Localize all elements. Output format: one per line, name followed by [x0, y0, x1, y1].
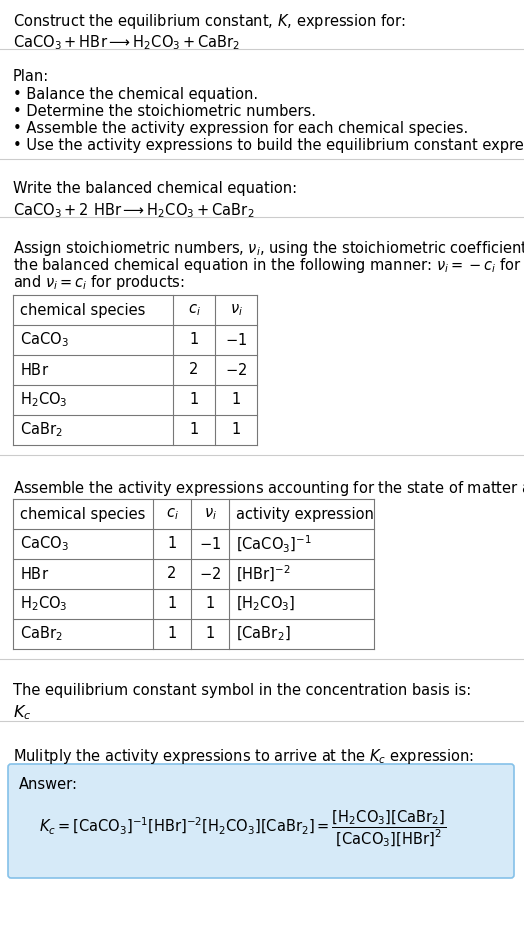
Text: $\nu_i$: $\nu_i$ [230, 302, 243, 318]
Text: 1: 1 [205, 596, 215, 611]
Text: $\mathrm{CaCO_3}$: $\mathrm{CaCO_3}$ [20, 331, 69, 349]
Text: $K_c = [\mathrm{CaCO_3}]^{-1}[\mathrm{HBr}]^{-2}[\mathrm{H_2CO_3}][\mathrm{CaBr_: $K_c = [\mathrm{CaCO_3}]^{-1}[\mathrm{HB… [39, 808, 446, 849]
Text: 2: 2 [189, 362, 199, 378]
Text: $-1$: $-1$ [225, 332, 247, 348]
Text: • Balance the chemical equation.: • Balance the chemical equation. [13, 87, 258, 102]
Text: 1: 1 [167, 596, 177, 611]
Text: Construct the equilibrium constant, $K$, expression for:: Construct the equilibrium constant, $K$,… [13, 12, 406, 31]
Text: $\mathrm{CaCO_3 + HBr \longrightarrow H_2CO_3 + CaBr_2}$: $\mathrm{CaCO_3 + HBr \longrightarrow H_… [13, 33, 241, 51]
Text: 1: 1 [189, 422, 199, 437]
Text: Mulitply the activity expressions to arrive at the $K_c$ expression:: Mulitply the activity expressions to arr… [13, 747, 474, 766]
Text: The equilibrium constant symbol in the concentration basis is:: The equilibrium constant symbol in the c… [13, 683, 471, 698]
Text: • Determine the stoichiometric numbers.: • Determine the stoichiometric numbers. [13, 104, 316, 119]
Text: 1: 1 [189, 333, 199, 347]
Text: $\mathrm{CaCO_3 + 2\ HBr \longrightarrow H_2CO_3 + CaBr_2}$: $\mathrm{CaCO_3 + 2\ HBr \longrightarrow… [13, 201, 255, 220]
Text: $[\mathrm{H_2CO_3}]$: $[\mathrm{H_2CO_3}]$ [236, 594, 295, 613]
Text: $c_i$: $c_i$ [188, 302, 200, 318]
Text: 2: 2 [167, 567, 177, 581]
Text: 1: 1 [189, 393, 199, 407]
Text: $-2$: $-2$ [199, 566, 221, 582]
Text: Assemble the activity expressions accounting for the state of matter and $\nu_i$: Assemble the activity expressions accoun… [13, 479, 524, 498]
Text: $-1$: $-1$ [199, 536, 221, 552]
Text: $\nu_i$: $\nu_i$ [203, 506, 216, 522]
Text: $c_i$: $c_i$ [166, 506, 178, 522]
Text: $\mathrm{H_2CO_3}$: $\mathrm{H_2CO_3}$ [20, 594, 68, 613]
Text: $\mathrm{HBr}$: $\mathrm{HBr}$ [20, 362, 49, 378]
Text: $\mathrm{CaCO_3}$: $\mathrm{CaCO_3}$ [20, 534, 69, 553]
Text: $\mathrm{H_2CO_3}$: $\mathrm{H_2CO_3}$ [20, 391, 68, 409]
Text: Write the balanced chemical equation:: Write the balanced chemical equation: [13, 181, 297, 196]
Text: the balanced chemical equation in the following manner: $\nu_i = -c_i$ for react: the balanced chemical equation in the fo… [13, 256, 524, 275]
Text: 1: 1 [232, 422, 241, 437]
Text: 1: 1 [232, 393, 241, 407]
Text: 1: 1 [205, 627, 215, 642]
Text: • Use the activity expressions to build the equilibrium constant expression.: • Use the activity expressions to build … [13, 138, 524, 153]
Text: and $\nu_i = c_i$ for products:: and $\nu_i = c_i$ for products: [13, 273, 185, 292]
Text: $K_c$: $K_c$ [13, 703, 31, 722]
Text: 1: 1 [167, 627, 177, 642]
Text: chemical species: chemical species [20, 302, 145, 318]
Text: chemical species: chemical species [20, 507, 145, 521]
Text: • Assemble the activity expression for each chemical species.: • Assemble the activity expression for e… [13, 121, 468, 136]
Text: Answer:: Answer: [19, 777, 78, 792]
Text: $\mathrm{CaBr_2}$: $\mathrm{CaBr_2}$ [20, 625, 63, 643]
FancyBboxPatch shape [8, 764, 514, 878]
Text: $\mathrm{HBr}$: $\mathrm{HBr}$ [20, 566, 49, 582]
Text: Plan:: Plan: [13, 69, 49, 84]
Text: 1: 1 [167, 536, 177, 552]
Text: Assign stoichiometric numbers, $\nu_i$, using the stoichiometric coefficients, $: Assign stoichiometric numbers, $\nu_i$, … [13, 239, 524, 258]
Text: $-2$: $-2$ [225, 362, 247, 378]
Text: $[\mathrm{CaCO_3}]^{-1}$: $[\mathrm{CaCO_3}]^{-1}$ [236, 534, 312, 554]
Text: $[\mathrm{CaBr_2}]$: $[\mathrm{CaBr_2}]$ [236, 625, 291, 643]
Text: $[\mathrm{HBr}]^{-2}$: $[\mathrm{HBr}]^{-2}$ [236, 564, 291, 584]
Text: activity expression: activity expression [236, 507, 374, 521]
Text: $\mathrm{CaBr_2}$: $\mathrm{CaBr_2}$ [20, 420, 63, 439]
